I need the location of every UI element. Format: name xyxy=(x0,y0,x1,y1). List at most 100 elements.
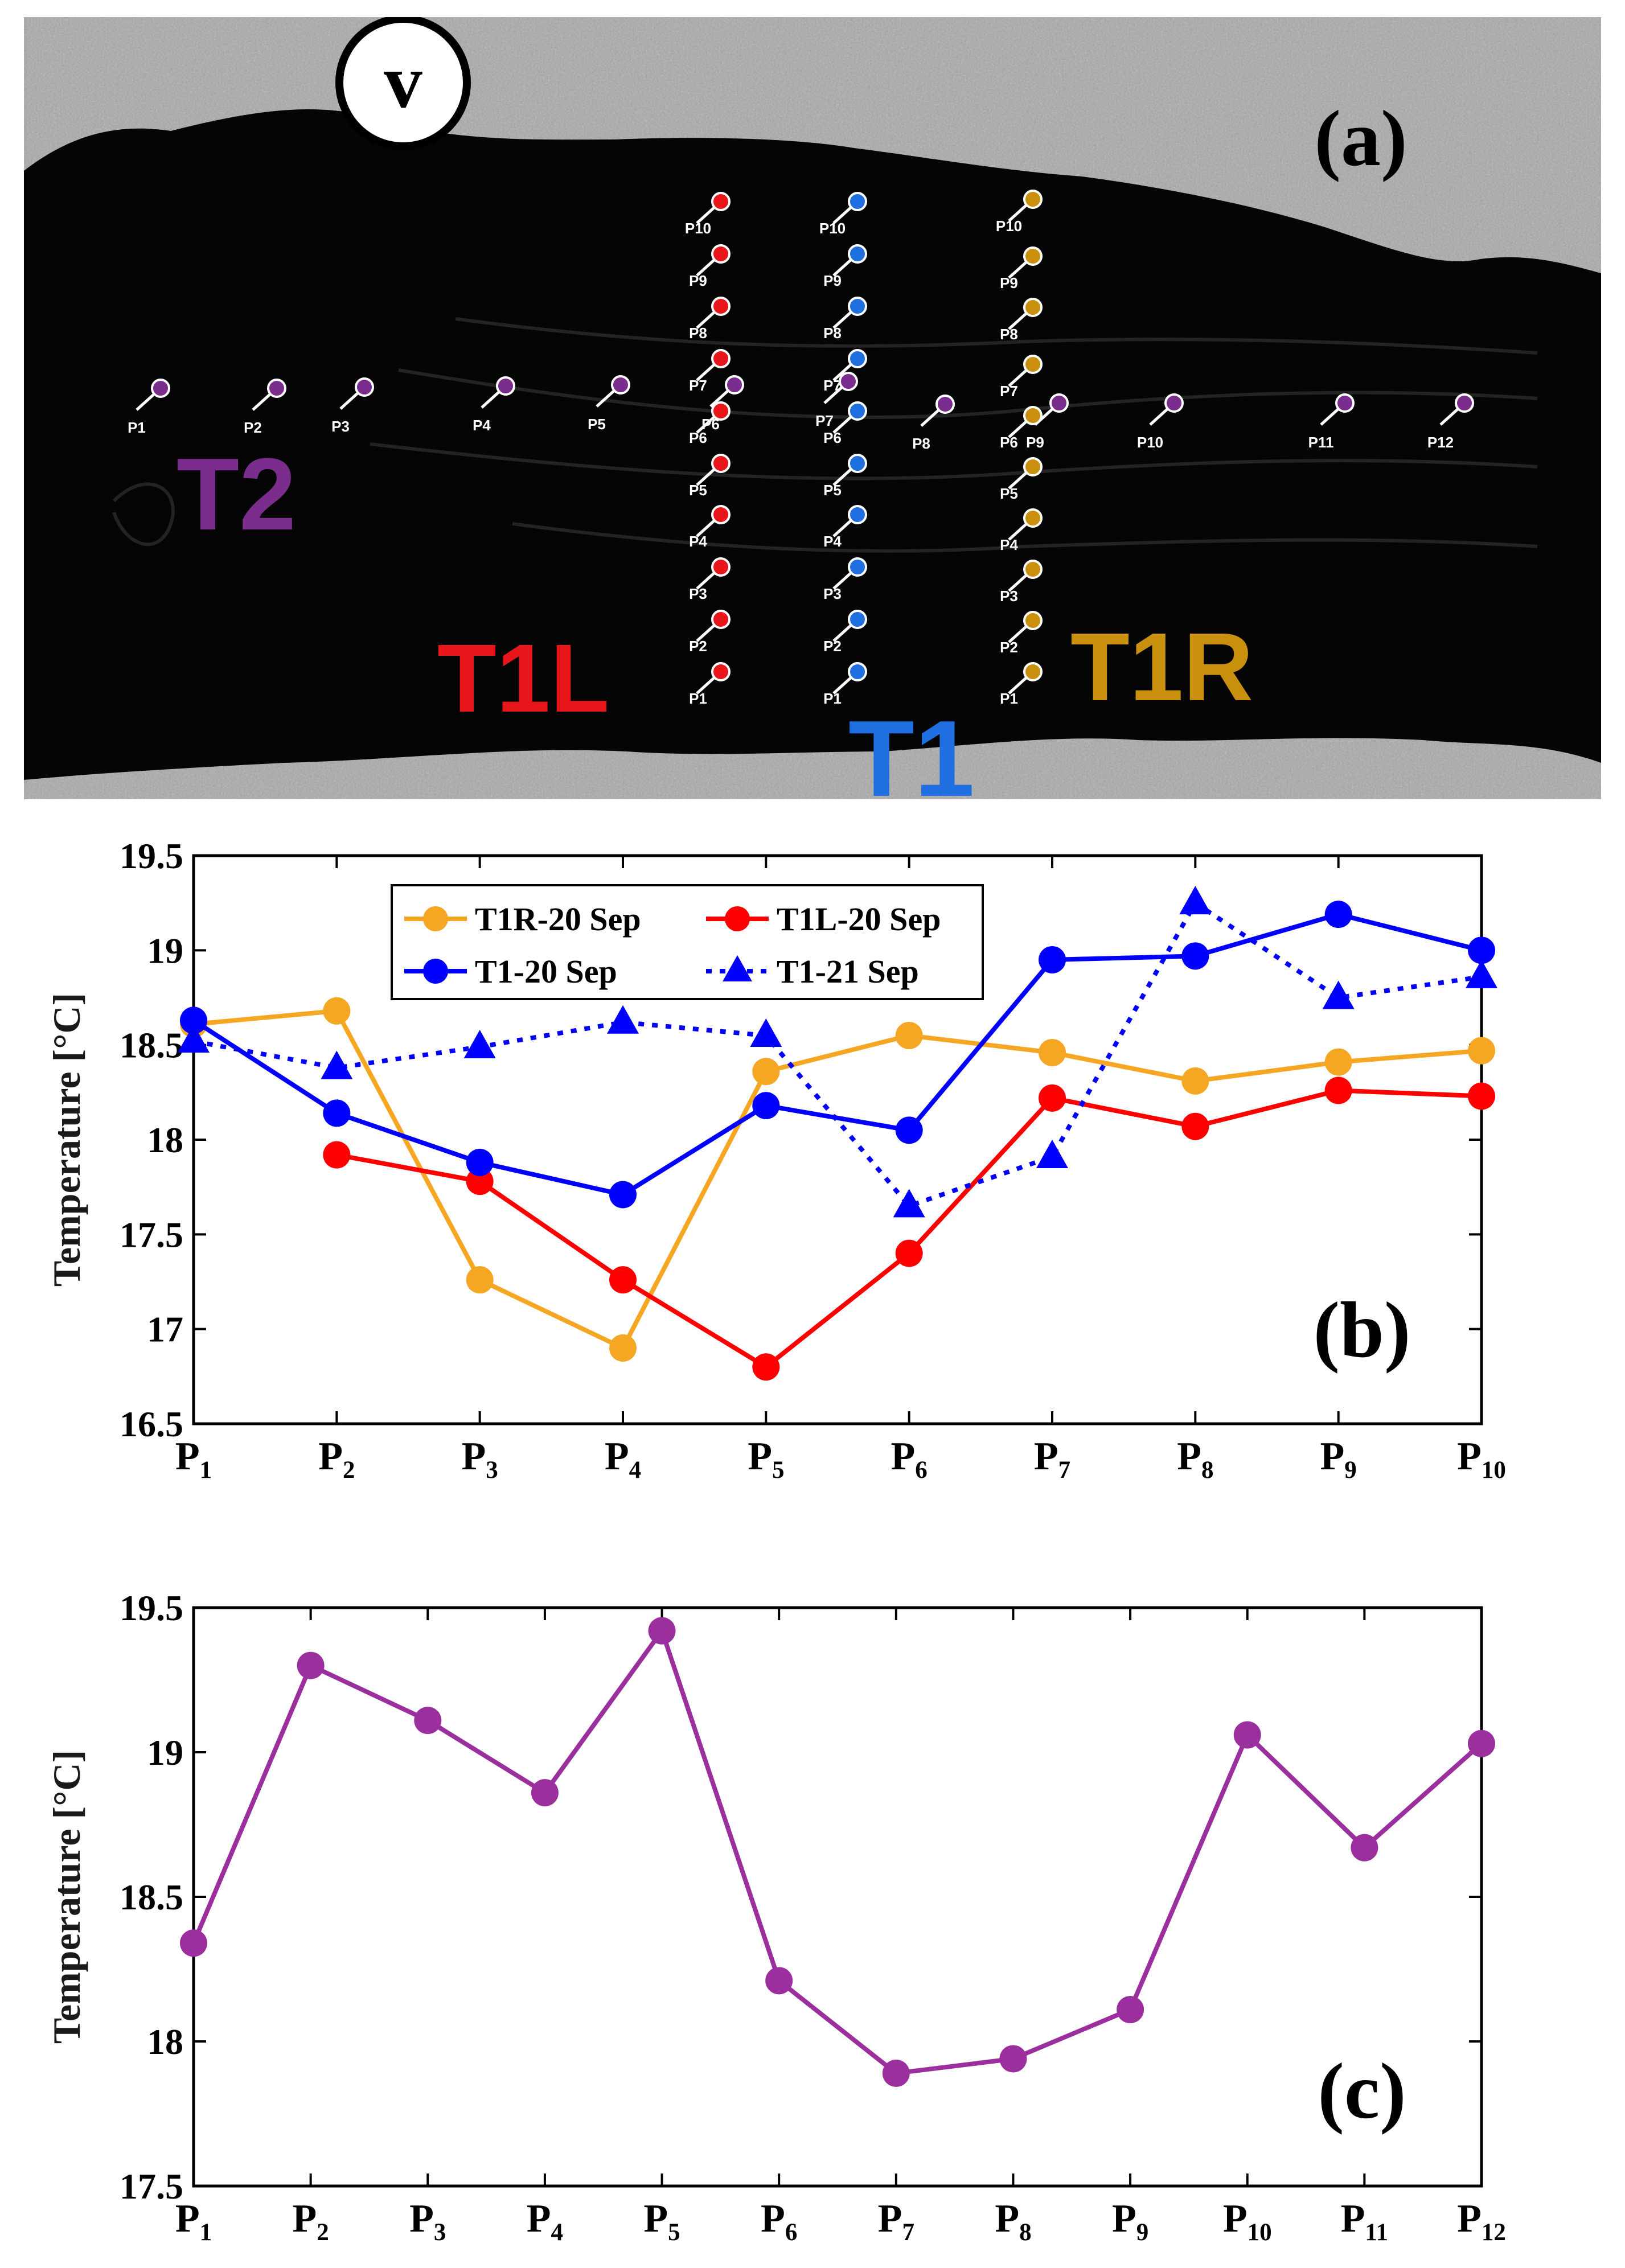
x-tick-label: P2 xyxy=(293,2197,329,2246)
pin-label: P5 xyxy=(588,416,606,433)
pin-label: P1 xyxy=(823,690,842,707)
pin-label: P7 xyxy=(689,377,707,394)
t1l-pin-1: P1 xyxy=(689,662,731,707)
legend-label: T1-20 Sep xyxy=(475,953,617,990)
t1-pin-10: P10 xyxy=(819,192,867,237)
y-tick-label: 18.5 xyxy=(120,1877,183,1917)
pin-label: P8 xyxy=(1000,326,1018,343)
t1-pin-3: P3 xyxy=(823,557,867,602)
data-point xyxy=(609,1334,637,1362)
data-point xyxy=(607,1005,639,1034)
y-tick-label: 17 xyxy=(147,1309,183,1350)
data-point xyxy=(1468,1729,1495,1757)
transect-label-t1r: T1R xyxy=(1070,613,1253,721)
data-point xyxy=(414,1707,442,1735)
t1-pin-2: P2 xyxy=(823,610,867,655)
y-tick-label: 16.5 xyxy=(120,1404,183,1444)
data-point xyxy=(323,997,351,1025)
t1r-pin-3: P3 xyxy=(1000,560,1043,605)
t2-pin-5: P5 xyxy=(588,375,630,433)
data-point xyxy=(609,1181,637,1209)
data-point xyxy=(1181,942,1209,970)
velocity-label: v xyxy=(384,39,422,124)
pin-label: P10 xyxy=(685,220,711,237)
x-tick-label: P2 xyxy=(318,1435,355,1484)
t2-pin-10: P10 xyxy=(1137,393,1184,451)
data-point xyxy=(895,1239,923,1267)
data-point xyxy=(466,1168,494,1195)
data-point xyxy=(882,2059,910,2087)
data-point xyxy=(1039,946,1066,973)
data-point xyxy=(180,1929,207,1957)
x-tick-label: P12 xyxy=(1457,2197,1506,2246)
pin-label: P5 xyxy=(689,482,707,499)
t2-pin-12: P12 xyxy=(1427,393,1474,451)
legend-entry: T1L-20 Sep xyxy=(706,901,941,938)
t2-pin-1: P1 xyxy=(128,379,170,436)
data-point xyxy=(1324,901,1352,928)
y-tick-label: 19.5 xyxy=(120,1588,183,1628)
x-tick-label: P5 xyxy=(643,2197,680,2246)
chart-c-panel-label: (c) xyxy=(1318,2047,1406,2135)
t1r-pin-2: P2 xyxy=(1000,611,1043,656)
series-line xyxy=(193,1008,1482,1351)
chart-c: 17.5 18 18.5 19 19.5 P1 P2 P3 P4 P5 P6 P7 P8 P9 P10 P11… xyxy=(45,1588,1506,2246)
t1l-pin-9: P9 xyxy=(689,244,731,289)
t2-pin-8: P8 xyxy=(912,395,955,452)
data-point xyxy=(648,1617,676,1645)
x-tick-label: P10 xyxy=(1457,1435,1506,1484)
legend-box xyxy=(391,884,984,1000)
river-flow-streaks xyxy=(112,317,1538,553)
x-tick-label: P11 xyxy=(1341,2197,1388,2246)
y-tick-label: 19 xyxy=(147,930,183,971)
data-point xyxy=(178,1024,210,1053)
data-point xyxy=(1466,959,1497,988)
transect-label-t2: T2 xyxy=(177,437,296,552)
legend-label: T1L-20 Sep xyxy=(777,901,941,938)
y-tick-label: 18.5 xyxy=(120,1025,183,1066)
pin-label: P10 xyxy=(1137,434,1163,451)
data-point xyxy=(609,1266,637,1294)
y-tick-label: 19 xyxy=(147,1732,183,1773)
pin-label: P1 xyxy=(1000,690,1018,707)
chart-b-ylabel: Temperature [°C] xyxy=(45,993,88,1287)
data-point xyxy=(323,1099,351,1127)
t1r-pin-9: P9 xyxy=(1000,246,1043,291)
data-point xyxy=(765,1967,793,1995)
chart-b: 16.5 17 17.5 18 18.5 19 19.5 P1 P2 P3 P4 P5 P6 P7 P8 P9… xyxy=(45,836,1506,1484)
x-tick-label: P5 xyxy=(748,1435,784,1484)
data-point xyxy=(1039,1084,1066,1112)
t2-pin-2: P2 xyxy=(244,379,286,436)
series-t1-21-sep xyxy=(178,886,1497,1218)
pin-label: P7 xyxy=(1000,383,1018,400)
x-tick-label: P4 xyxy=(527,2197,563,2246)
y-tick-label: 18 xyxy=(147,1120,183,1160)
y-tick-label: 19.5 xyxy=(120,836,183,876)
data-point xyxy=(1039,1038,1066,1066)
t1r-pin-5: P5 xyxy=(1000,457,1043,502)
pin-label: P4 xyxy=(473,417,491,434)
panel-a-label: (a) xyxy=(1314,94,1407,183)
transect-label-t1: T1 xyxy=(848,699,975,819)
t1l-pin-2: P2 xyxy=(689,610,731,655)
pin-label: P9 xyxy=(1000,274,1018,291)
pin-label: P7 xyxy=(823,377,842,394)
t1-pin-6: P6 xyxy=(823,401,867,446)
t1l-pin-6: P6 xyxy=(689,401,731,446)
t1-pin-7: P7 xyxy=(823,349,867,394)
pin-label: P6 xyxy=(689,429,707,446)
data-point xyxy=(531,1779,559,1807)
t1r-pin-6: P6 xyxy=(1000,406,1043,451)
pin-label: P3 xyxy=(1000,587,1018,605)
data-point xyxy=(463,1029,496,1058)
pin-label: P8 xyxy=(689,324,707,342)
pin-label: P8 xyxy=(912,435,930,452)
chart-b-panel-label: (b) xyxy=(1313,1286,1410,1374)
pin-label: P3 xyxy=(689,585,707,602)
x-tick-label: P6 xyxy=(891,1435,928,1484)
data-point xyxy=(1036,1139,1068,1168)
x-tick-label: P7 xyxy=(878,2197,914,2246)
t1-pin-1: P1 xyxy=(823,662,867,707)
data-point xyxy=(1181,1067,1209,1095)
